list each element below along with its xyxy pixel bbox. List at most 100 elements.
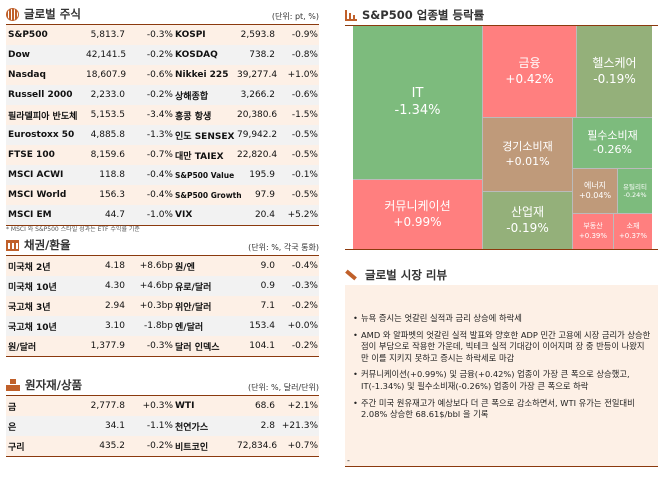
table-row: MSCI EM 44.7 -1.0% VIX 20.4 +5.2%: [6, 205, 319, 225]
item-change: -0.5%: [291, 150, 318, 160]
bonds-header: 채권/환율 (단위: %, 각국 통화): [6, 236, 319, 256]
table-row: S&P500 5,813.7 -0.3% KOSPI 2,593.8 -0.9%: [6, 25, 319, 45]
sector-cell: 소재 +0.37%: [614, 214, 652, 249]
item-change: -0.2%: [291, 341, 318, 351]
sector-name: 유틸리티: [623, 182, 647, 191]
commodities-header: 원자재/상품 (단위: %, 달러/단위): [6, 375, 319, 396]
sector-cell: 부동산 +0.39%: [573, 214, 613, 249]
table-row: 미국채 2년 4.18 +8.6bp 원/엔 9.0 -0.4%: [6, 256, 319, 276]
item-change: -0.3%: [146, 30, 173, 40]
item-value: 7.1: [260, 301, 275, 311]
item-change: -0.9%: [291, 30, 318, 40]
item-value: 5,813.7: [90, 30, 125, 40]
item-value: 8,159.6: [90, 150, 125, 160]
pencil-icon: [345, 269, 357, 281]
item-name: 상해종합: [175, 91, 209, 102]
commodities-table: 금 2,777.8 +0.3% WTI 68.6 +2.1% 은 34.1 -1.1% 천연가스 2…: [6, 396, 319, 457]
item-change: -0.6%: [291, 90, 318, 100]
item-change: -0.2%: [291, 301, 318, 311]
item-change: +8.6bp: [139, 261, 173, 271]
item-name: 위안/달러: [175, 302, 212, 313]
sector-name: 커뮤니케이션: [384, 198, 451, 213]
item-name: 금: [8, 402, 17, 413]
item-change: -3.4%: [146, 110, 173, 120]
item-value: 195.9: [249, 170, 275, 180]
table-row: 원/달러 1,377.9 -0.3% 달러 인덱스 104.1 -0.2%: [6, 336, 319, 356]
item-value: 34.1: [104, 421, 125, 431]
sector-change: -0.24%: [623, 191, 647, 199]
item-change: -0.6%: [146, 70, 173, 80]
sector-name: IT: [411, 85, 424, 101]
item-value: 4.18: [104, 261, 125, 271]
sector-cell: 금융 +0.42%: [483, 26, 576, 117]
review-header: 글로벌 시장 리뷰: [345, 262, 658, 286]
bar-chart-icon: [345, 9, 357, 21]
sectors-title: S&P500 업종별 등락률: [362, 8, 485, 22]
sector-change: -0.26%: [593, 143, 632, 156]
item-name: WTI: [175, 401, 195, 411]
divider: [345, 249, 658, 250]
commodities-title: 원자재/상품: [25, 378, 83, 392]
item-change: -0.2%: [146, 90, 173, 100]
item-value: 0.9: [260, 281, 275, 291]
sector-name: 소재: [626, 222, 640, 231]
item-name: 필라델피아 반도체: [8, 111, 78, 122]
item-value: 4.30: [104, 281, 125, 291]
item-change: +0.7%: [287, 441, 318, 451]
bonds-unit: (단위: %, 각국 통화): [248, 243, 319, 252]
item-name: 인도 SENSEX: [175, 131, 235, 142]
table-row: Eurostoxx 50 4,885.8 -1.3% 인도 SENSEX 79,942.…: [6, 125, 319, 145]
item-change: -0.1%: [291, 170, 318, 180]
item-change: -0.2%: [146, 441, 173, 451]
item-value: 2,233.0: [90, 90, 125, 100]
item-change: -0.5%: [291, 130, 318, 140]
item-name: VIX: [175, 210, 193, 220]
sector-change: -0.19%: [506, 220, 549, 235]
item-change: -1.0%: [146, 210, 173, 220]
item-change: +2.1%: [287, 401, 318, 411]
item-name: 구리: [8, 442, 25, 453]
item-change: -0.2%: [146, 50, 173, 60]
item-value: 42,141.5: [86, 50, 127, 60]
item-value: 1,377.9: [90, 341, 125, 351]
table-row: 은 34.1 -1.1% 천연가스 2.8 +21.3%: [6, 416, 319, 436]
item-name: 대만 TAIEX: [175, 151, 224, 162]
table-row: 구리 435.2 -0.2% 비트코인 72,834.6 +0.7%: [6, 436, 319, 456]
item-value: 4,885.8: [90, 130, 125, 140]
item-name: S&P500 Value: [175, 170, 235, 180]
item-value: 118.8: [99, 170, 125, 180]
item-value: 9.0: [260, 261, 275, 271]
gold-bars-icon: [6, 379, 20, 391]
item-name: 비트코인: [175, 442, 209, 453]
item-value: 153.4: [249, 321, 275, 331]
table-row: Dow 42,141.5 -0.2% KOSDAQ 738.2 -0.8%: [6, 45, 319, 65]
item-name: FTSE 100: [8, 150, 55, 160]
review-bullet: 커뮤니케이션(+0.99%) 및 금융(+0.42%) 업종이 가장 큰 폭으로…: [353, 369, 652, 392]
review-box: 뉴욕 증시는 엇갈린 실적과 금리 상승에 하락세 AMD 와 알파벳의 엇갈린…: [345, 285, 658, 467]
sector-name: 필수소비재: [587, 128, 638, 142]
table-row: MSCI World 156.3 -0.4% S&P500 Growth 97.9 -0.…: [6, 185, 319, 205]
sector-name: 부동산: [583, 222, 603, 231]
item-name: S&P500 Growth: [175, 190, 242, 200]
item-name: S&P500: [8, 30, 48, 40]
sector-change: +0.99%: [393, 214, 442, 229]
item-value: 2.94: [104, 301, 125, 311]
item-change: +0.0%: [287, 321, 318, 331]
item-value: 97.9: [254, 190, 275, 200]
table-row: 필라델피아 반도체 5,153.5 -3.4% 홍콩 항생 20,380.6 -1.5%: [6, 105, 319, 125]
item-change: +5.2%: [287, 210, 318, 220]
review-title: 글로벌 시장 리뷰: [365, 268, 448, 282]
sector-cell: 커뮤니케이션 +0.99%: [353, 180, 482, 249]
item-value: 79,942.2: [237, 130, 278, 140]
sector-change: +0.39%: [578, 231, 608, 240]
item-change: -0.3%: [146, 341, 173, 351]
stocks-footnote: * MSCI 와 S&P500 스타일 성과는 ETF 수익률 기준: [6, 226, 140, 233]
item-value: 156.3: [99, 190, 125, 200]
sector-change: +0.42%: [505, 71, 554, 86]
item-change: -0.4%: [146, 190, 173, 200]
item-name: MSCI EM: [8, 210, 52, 220]
sector-cell: 에너지 +0.04%: [573, 169, 617, 213]
item-value: 22,820.4: [237, 150, 278, 160]
bank-icon: [6, 239, 19, 251]
item-name: 국고채 10년: [8, 322, 57, 333]
